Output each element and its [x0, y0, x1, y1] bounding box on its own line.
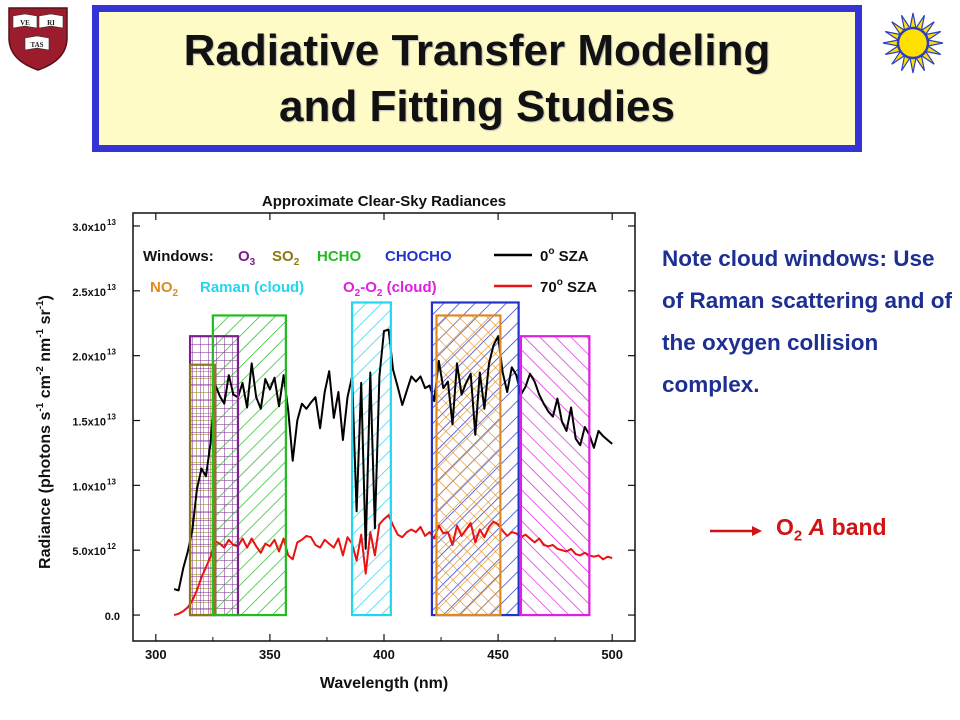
- legend-no2: NO2: [150, 279, 179, 299]
- window-box-no2: [435, 314, 502, 617]
- chart-title: Approximate Clear-Sky Radiances: [262, 193, 506, 210]
- x-tick-label: 500: [601, 647, 623, 662]
- window-box-o2-o2-cloud-: [519, 335, 591, 617]
- y-tick-label: 5.0x10: [72, 546, 106, 558]
- x-tick-label: 300: [145, 647, 167, 662]
- shield-text-ri: RI: [47, 19, 55, 27]
- y-axis-label: Radiance (photons s-1 cm-2 nm-1 sr-1): [35, 295, 54, 569]
- y-tick-exponent: 13: [107, 218, 116, 227]
- slide-title-line1: Radiative Transfer Modeling: [183, 25, 771, 75]
- window-fill-o2-o2-cloud-: [520, 336, 590, 616]
- y-tick-label: 1.0x10: [72, 481, 106, 493]
- series-line-70-sza: [173, 514, 613, 617]
- legend: Windows: O3 SO2 HCHO CHOCHO NO2 Raman (c…: [143, 246, 597, 299]
- window-fill-hcho: [212, 315, 286, 616]
- y-tick-exponent: 12: [107, 542, 116, 551]
- cloud-window-note: Note cloud windows: Use of Raman scatter…: [662, 246, 953, 397]
- o2-a-band-label: O2 A band: [776, 514, 887, 545]
- window-fill-so2: [190, 364, 216, 616]
- legend-o3: O3: [238, 248, 256, 268]
- y-tick-exponent: 13: [107, 413, 116, 422]
- sun-icon: [882, 12, 944, 74]
- x-tick-label: 400: [373, 647, 395, 662]
- shield-text-tas: TAS: [30, 41, 43, 49]
- y-tick-exponent: 13: [107, 477, 116, 486]
- legend-raman: Raman (cloud): [200, 279, 304, 296]
- y-tick-label: 3.0x10: [72, 222, 106, 234]
- shield-text-ve: VE: [20, 19, 30, 27]
- series-line-0-sza: [173, 328, 613, 592]
- x-tick-label: 450: [487, 647, 509, 662]
- y-tick-exponent: 13: [107, 283, 116, 292]
- window-box-so2: [188, 363, 217, 617]
- legend-o2o2: O2-O2 (cloud): [343, 279, 437, 299]
- y-tick-exponent: 13: [107, 348, 116, 357]
- window-fill-no2: [436, 315, 501, 616]
- x-axis-label: Wavelength (nm): [320, 675, 448, 692]
- window-box-hcho: [211, 314, 287, 617]
- y-tick-label: 2.5x10: [72, 287, 106, 299]
- x-tick-label: 350: [259, 647, 281, 662]
- legend-label-0sza: 0o SZA: [540, 246, 589, 265]
- legend-label-70sza: 70o SZA: [540, 277, 597, 296]
- legend-hcho: HCHO: [317, 248, 361, 265]
- o2-arrow: [710, 526, 762, 536]
- legend-windows-label: Windows:: [143, 248, 214, 265]
- harvard-shield-logo: VE RI TAS: [8, 7, 68, 71]
- legend-so2: SO2: [272, 248, 300, 268]
- window-box-raman-cloud-: [350, 301, 392, 617]
- y-tick-label: 1.5x10: [72, 417, 106, 429]
- legend-chocho: CHOCHO: [385, 248, 452, 265]
- slide-title-line2: and Fitting Studies: [279, 81, 675, 131]
- title-box: Radiative Transfer Modeling and Fitting …: [92, 5, 862, 152]
- y-tick-label: 0.0: [105, 611, 120, 623]
- y-tick-label: 2.0x10: [72, 352, 106, 364]
